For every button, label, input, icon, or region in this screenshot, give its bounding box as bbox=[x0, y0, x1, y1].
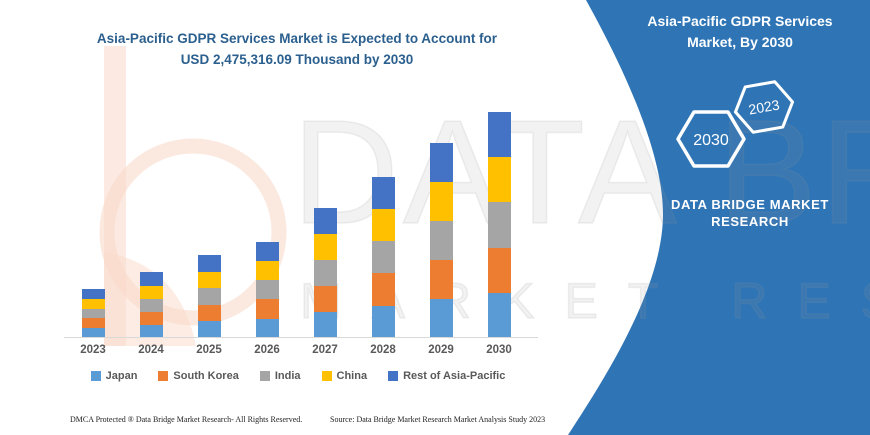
legend-swatch bbox=[259, 371, 270, 381]
hexagon-2030-label: 2030 bbox=[693, 132, 729, 149]
x-tick-label-2028: 2028 bbox=[370, 344, 396, 356]
right-panel-background bbox=[568, 0, 870, 435]
logo-bowl-shape bbox=[99, 138, 287, 326]
hexagon-2030: 2030 bbox=[676, 110, 746, 168]
stacked-bar-2030 bbox=[487, 112, 511, 338]
bar-segment-south-korea bbox=[429, 259, 453, 299]
legend-label: China bbox=[336, 370, 368, 382]
stacked-bar-2026 bbox=[255, 241, 279, 338]
chart-title: Asia-Pacific GDPR Services Market is Exp… bbox=[58, 28, 536, 70]
bar-segment-india bbox=[487, 202, 511, 248]
legend-label: Japan bbox=[105, 370, 138, 382]
panel-title-line1: Asia-Pacific GDPR Services bbox=[647, 13, 833, 29]
stacked-bar-2023 bbox=[81, 289, 105, 338]
legend-swatch bbox=[388, 371, 399, 381]
bar-segment-rest-of-asia-pacific bbox=[139, 272, 163, 286]
legend-swatch bbox=[90, 371, 101, 381]
panel-wave-shape bbox=[568, 0, 870, 435]
panel-title-line2: Market, By 2030 bbox=[687, 34, 793, 50]
bar-segment-japan bbox=[81, 328, 105, 338]
legend-item-india: India bbox=[259, 370, 301, 382]
hexagon-2023-outline bbox=[733, 80, 795, 134]
x-axis-line bbox=[64, 337, 538, 338]
bar-segment-south-korea bbox=[139, 311, 163, 325]
brand-name-line2: RESEARCH bbox=[711, 214, 789, 229]
bar-segment-south-korea bbox=[313, 286, 337, 313]
x-tick-label-2026: 2026 bbox=[254, 344, 280, 356]
bar-segment-china bbox=[371, 208, 395, 242]
bar-segment-china bbox=[487, 157, 511, 203]
stacked-bar-2029 bbox=[429, 142, 453, 338]
bar-segment-japan bbox=[197, 321, 221, 338]
bar-segment-india bbox=[139, 298, 163, 312]
brand-name-line1: DATA BRIDGE MARKET bbox=[671, 197, 829, 212]
bar-segment-rest-of-asia-pacific bbox=[429, 142, 453, 182]
bar-segment-japan bbox=[487, 292, 511, 338]
x-tick-label-2029: 2029 bbox=[428, 344, 454, 356]
source-text: Source: Data Bridge Market Research Mark… bbox=[330, 415, 546, 424]
legend-swatch bbox=[158, 371, 169, 381]
legend-label: Rest of Asia-Pacific bbox=[403, 370, 506, 382]
chart-title-line2: USD 2,475,316.09 Thousand by 2030 bbox=[180, 52, 414, 67]
stacked-bar-2027 bbox=[313, 208, 337, 338]
legend-item-south-korea: South Korea bbox=[158, 370, 239, 382]
bar-segment-japan bbox=[371, 305, 395, 338]
x-tick-label-2023: 2023 bbox=[80, 344, 106, 356]
legend-item-japan: Japan bbox=[90, 370, 138, 382]
bar-segment-rest-of-asia-pacific bbox=[487, 112, 511, 158]
chart-title-line1: Asia-Pacific GDPR Services Market is Exp… bbox=[96, 31, 498, 46]
panel-hexagons: 2030 2023 bbox=[676, 80, 795, 168]
bar-segment-rest-of-asia-pacific bbox=[313, 208, 337, 235]
brand-name: DATA BRIDGE MARKET RESEARCH bbox=[630, 196, 870, 230]
bar-segment-south-korea bbox=[81, 318, 105, 329]
bar-segment-china bbox=[139, 285, 163, 299]
panel-title: Asia-Pacific GDPR Services Market, By 20… bbox=[620, 11, 860, 53]
bar-segment-rest-of-asia-pacific bbox=[371, 176, 395, 209]
x-tick-label-2025: 2025 bbox=[196, 344, 222, 356]
x-tick-label-2024: 2024 bbox=[138, 344, 164, 356]
legend-swatch bbox=[321, 371, 332, 381]
stacked-bar-2024 bbox=[139, 272, 163, 338]
legend-item-rest-of-asia-pacific: Rest of Asia-Pacific bbox=[388, 370, 505, 382]
bar-segment-rest-of-asia-pacific bbox=[255, 241, 279, 261]
bar-segment-rest-of-asia-pacific bbox=[81, 289, 105, 299]
bar-segment-china bbox=[429, 181, 453, 221]
bar-segment-india bbox=[313, 260, 337, 287]
bar-segment-china bbox=[313, 234, 337, 261]
chart-legend: Japan South Korea India China Rest of Asia-P… bbox=[58, 370, 538, 382]
bar-segment-south-korea bbox=[255, 299, 279, 319]
bar-segment-japan bbox=[313, 312, 337, 338]
stacked-bar-2028 bbox=[371, 176, 395, 338]
x-tick-label-2027: 2027 bbox=[312, 344, 338, 356]
stacked-bar-2025 bbox=[197, 254, 221, 338]
hexagon-2023-label: 2023 bbox=[747, 96, 781, 117]
bar-segment-india bbox=[81, 308, 105, 319]
bar-segment-india bbox=[197, 288, 221, 305]
bar-segment-japan bbox=[255, 318, 279, 338]
hexagon-2023: 2023 bbox=[733, 80, 795, 134]
bar-segment-south-korea bbox=[487, 247, 511, 293]
bar-segment-japan bbox=[139, 324, 163, 338]
legend-item-china: China bbox=[321, 370, 368, 382]
legend-label: South Korea bbox=[173, 370, 239, 382]
bar-segment-china bbox=[81, 298, 105, 309]
bar-segment-india bbox=[255, 280, 279, 300]
copyright-text: DMCA Protected ® Data Bridge Market Rese… bbox=[70, 415, 303, 424]
hexagon-2030-outline bbox=[676, 110, 746, 168]
bar-segment-japan bbox=[429, 298, 453, 338]
legend-label: India bbox=[274, 370, 301, 382]
bar-segment-south-korea bbox=[371, 273, 395, 306]
bar-segment-south-korea bbox=[197, 304, 221, 322]
bar-segment-india bbox=[371, 241, 395, 274]
bar-segment-china bbox=[197, 271, 221, 289]
x-tick-label-2030: 2030 bbox=[486, 344, 512, 356]
bar-segment-china bbox=[255, 260, 279, 281]
bar-segment-india bbox=[429, 220, 453, 260]
bar-segment-rest-of-asia-pacific bbox=[197, 254, 221, 272]
